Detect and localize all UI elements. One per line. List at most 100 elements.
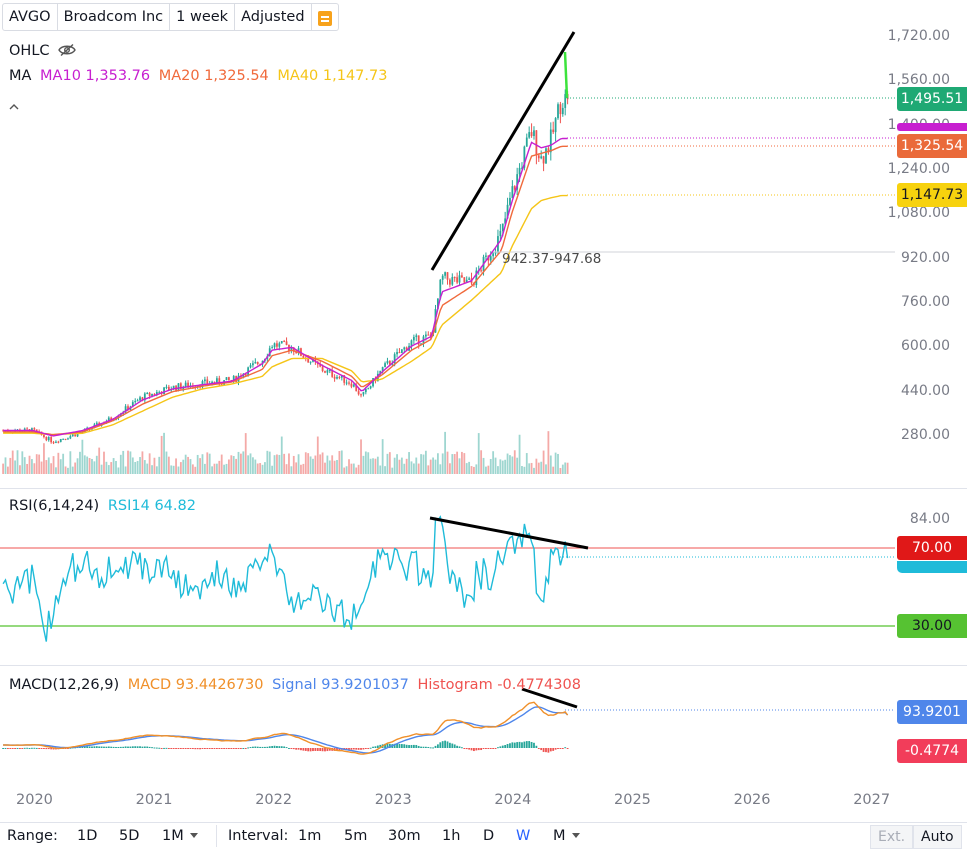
volume-bar (67, 467, 69, 474)
macd-legend: MACD(12,26,9) MACD 93.4426730 Signal 93.… (9, 677, 585, 693)
interval-m[interactable]: M (553, 828, 580, 844)
histogram-bar (225, 748, 228, 749)
interval-5m[interactable]: 5m (344, 828, 368, 844)
volume-bar (309, 456, 312, 474)
company-name[interactable]: Broadcom Inc (58, 4, 171, 30)
histogram-bar (516, 742, 519, 748)
ma20-value: MA20 1,325.54 (158, 68, 269, 84)
volume-bar (547, 431, 550, 474)
volume-bar (388, 452, 391, 474)
histogram-bar (429, 747, 432, 749)
volume-bar (143, 460, 146, 474)
histogram-bar (360, 748, 362, 750)
histogram-bar (244, 748, 247, 749)
volume-bar (432, 457, 434, 474)
candle (559, 101, 562, 124)
eye-off-icon[interactable] (58, 43, 76, 57)
adjustment-selector[interactable]: Adjusted (235, 4, 312, 30)
candle (249, 363, 252, 369)
price-axis-tick: 760.00 (901, 294, 950, 310)
volume-bar (19, 465, 21, 474)
histogram-bar (403, 744, 406, 748)
collapse-legend-button[interactable] (9, 96, 19, 115)
volume-bar (213, 463, 216, 474)
volume-bar (278, 454, 281, 474)
volume-bar (545, 464, 547, 474)
histogram-bar (288, 747, 290, 749)
histogram-bar (499, 746, 502, 748)
pane-divider-macd[interactable] (0, 665, 967, 666)
range-5d[interactable]: 5D (119, 828, 140, 844)
details-button[interactable] (312, 4, 338, 30)
volume-bar (167, 456, 170, 474)
range-1m[interactable]: 1M (162, 828, 198, 844)
candle (33, 427, 36, 431)
volume-bar (247, 455, 250, 474)
interval-d[interactable]: D (483, 828, 495, 844)
volume-bar (477, 433, 480, 474)
volume-bar (228, 459, 230, 474)
interval-1m[interactable]: 1m (298, 828, 322, 844)
candle (288, 344, 290, 354)
histogram-bar (79, 746, 81, 748)
candle (552, 121, 555, 134)
price-axis-tick: 280.00 (901, 427, 950, 443)
volume-bar (470, 466, 473, 474)
interval-w[interactable]: W (516, 828, 531, 844)
interval-1h[interactable]: 1h (442, 828, 461, 844)
candle (453, 276, 456, 282)
volume-bar (391, 467, 394, 474)
volume-bar (492, 451, 495, 474)
volume-bar (59, 459, 62, 474)
volume-bar (326, 455, 329, 474)
ma40-line (3, 194, 568, 436)
signal-value: Signal 93.9201037 (272, 677, 409, 693)
volume-bar (127, 450, 129, 474)
rsi-line (2, 515, 569, 642)
histogram-bar (451, 743, 454, 748)
last-price-tag: 1,495.51 (897, 87, 967, 111)
pane-divider-rsi[interactable] (0, 488, 967, 489)
histogram-bar (549, 748, 552, 752)
range-1d[interactable]: 1D (77, 828, 98, 844)
interval-30m[interactable]: 30m (388, 828, 421, 844)
candle (451, 273, 454, 286)
volume-bar (352, 463, 355, 474)
candle (530, 123, 533, 138)
volume-bar (76, 458, 79, 474)
volume-bar (23, 457, 26, 474)
ohlc-label: OHLC (9, 43, 50, 59)
volume-bar (232, 456, 235, 474)
interval-selector[interactable]: 1 week (170, 4, 236, 30)
histogram-bar (148, 746, 151, 748)
histogram-bar (434, 745, 437, 748)
volume-bar (410, 461, 413, 474)
candle (545, 146, 547, 164)
histogram-bar (33, 747, 36, 749)
auto-scale-toggle[interactable]: Auto (913, 825, 962, 849)
time-axis-tick: 2026 (733, 792, 771, 808)
candle (513, 185, 516, 192)
histogram-bar (223, 748, 226, 749)
volume-bar (530, 462, 533, 474)
candle (59, 438, 62, 443)
volume-bar (117, 467, 120, 474)
volume-bar (283, 453, 286, 474)
histogram-bar (23, 747, 26, 749)
histogram-bar (417, 745, 420, 748)
candle (350, 381, 353, 389)
histogram-bar (165, 747, 168, 749)
histogram-bar (191, 748, 194, 750)
candle (232, 374, 235, 384)
histogram-bar (480, 748, 483, 751)
histogram-bar (271, 746, 274, 748)
histogram-bar (50, 748, 53, 750)
candle (360, 393, 362, 398)
histogram-bar (16, 747, 19, 749)
volume-bar (400, 457, 403, 474)
extended-hours-toggle[interactable]: Ext. (870, 825, 914, 849)
histogram-bar (81, 746, 84, 748)
histogram-bar (167, 748, 170, 749)
symbol[interactable]: AVGO (3, 4, 58, 30)
